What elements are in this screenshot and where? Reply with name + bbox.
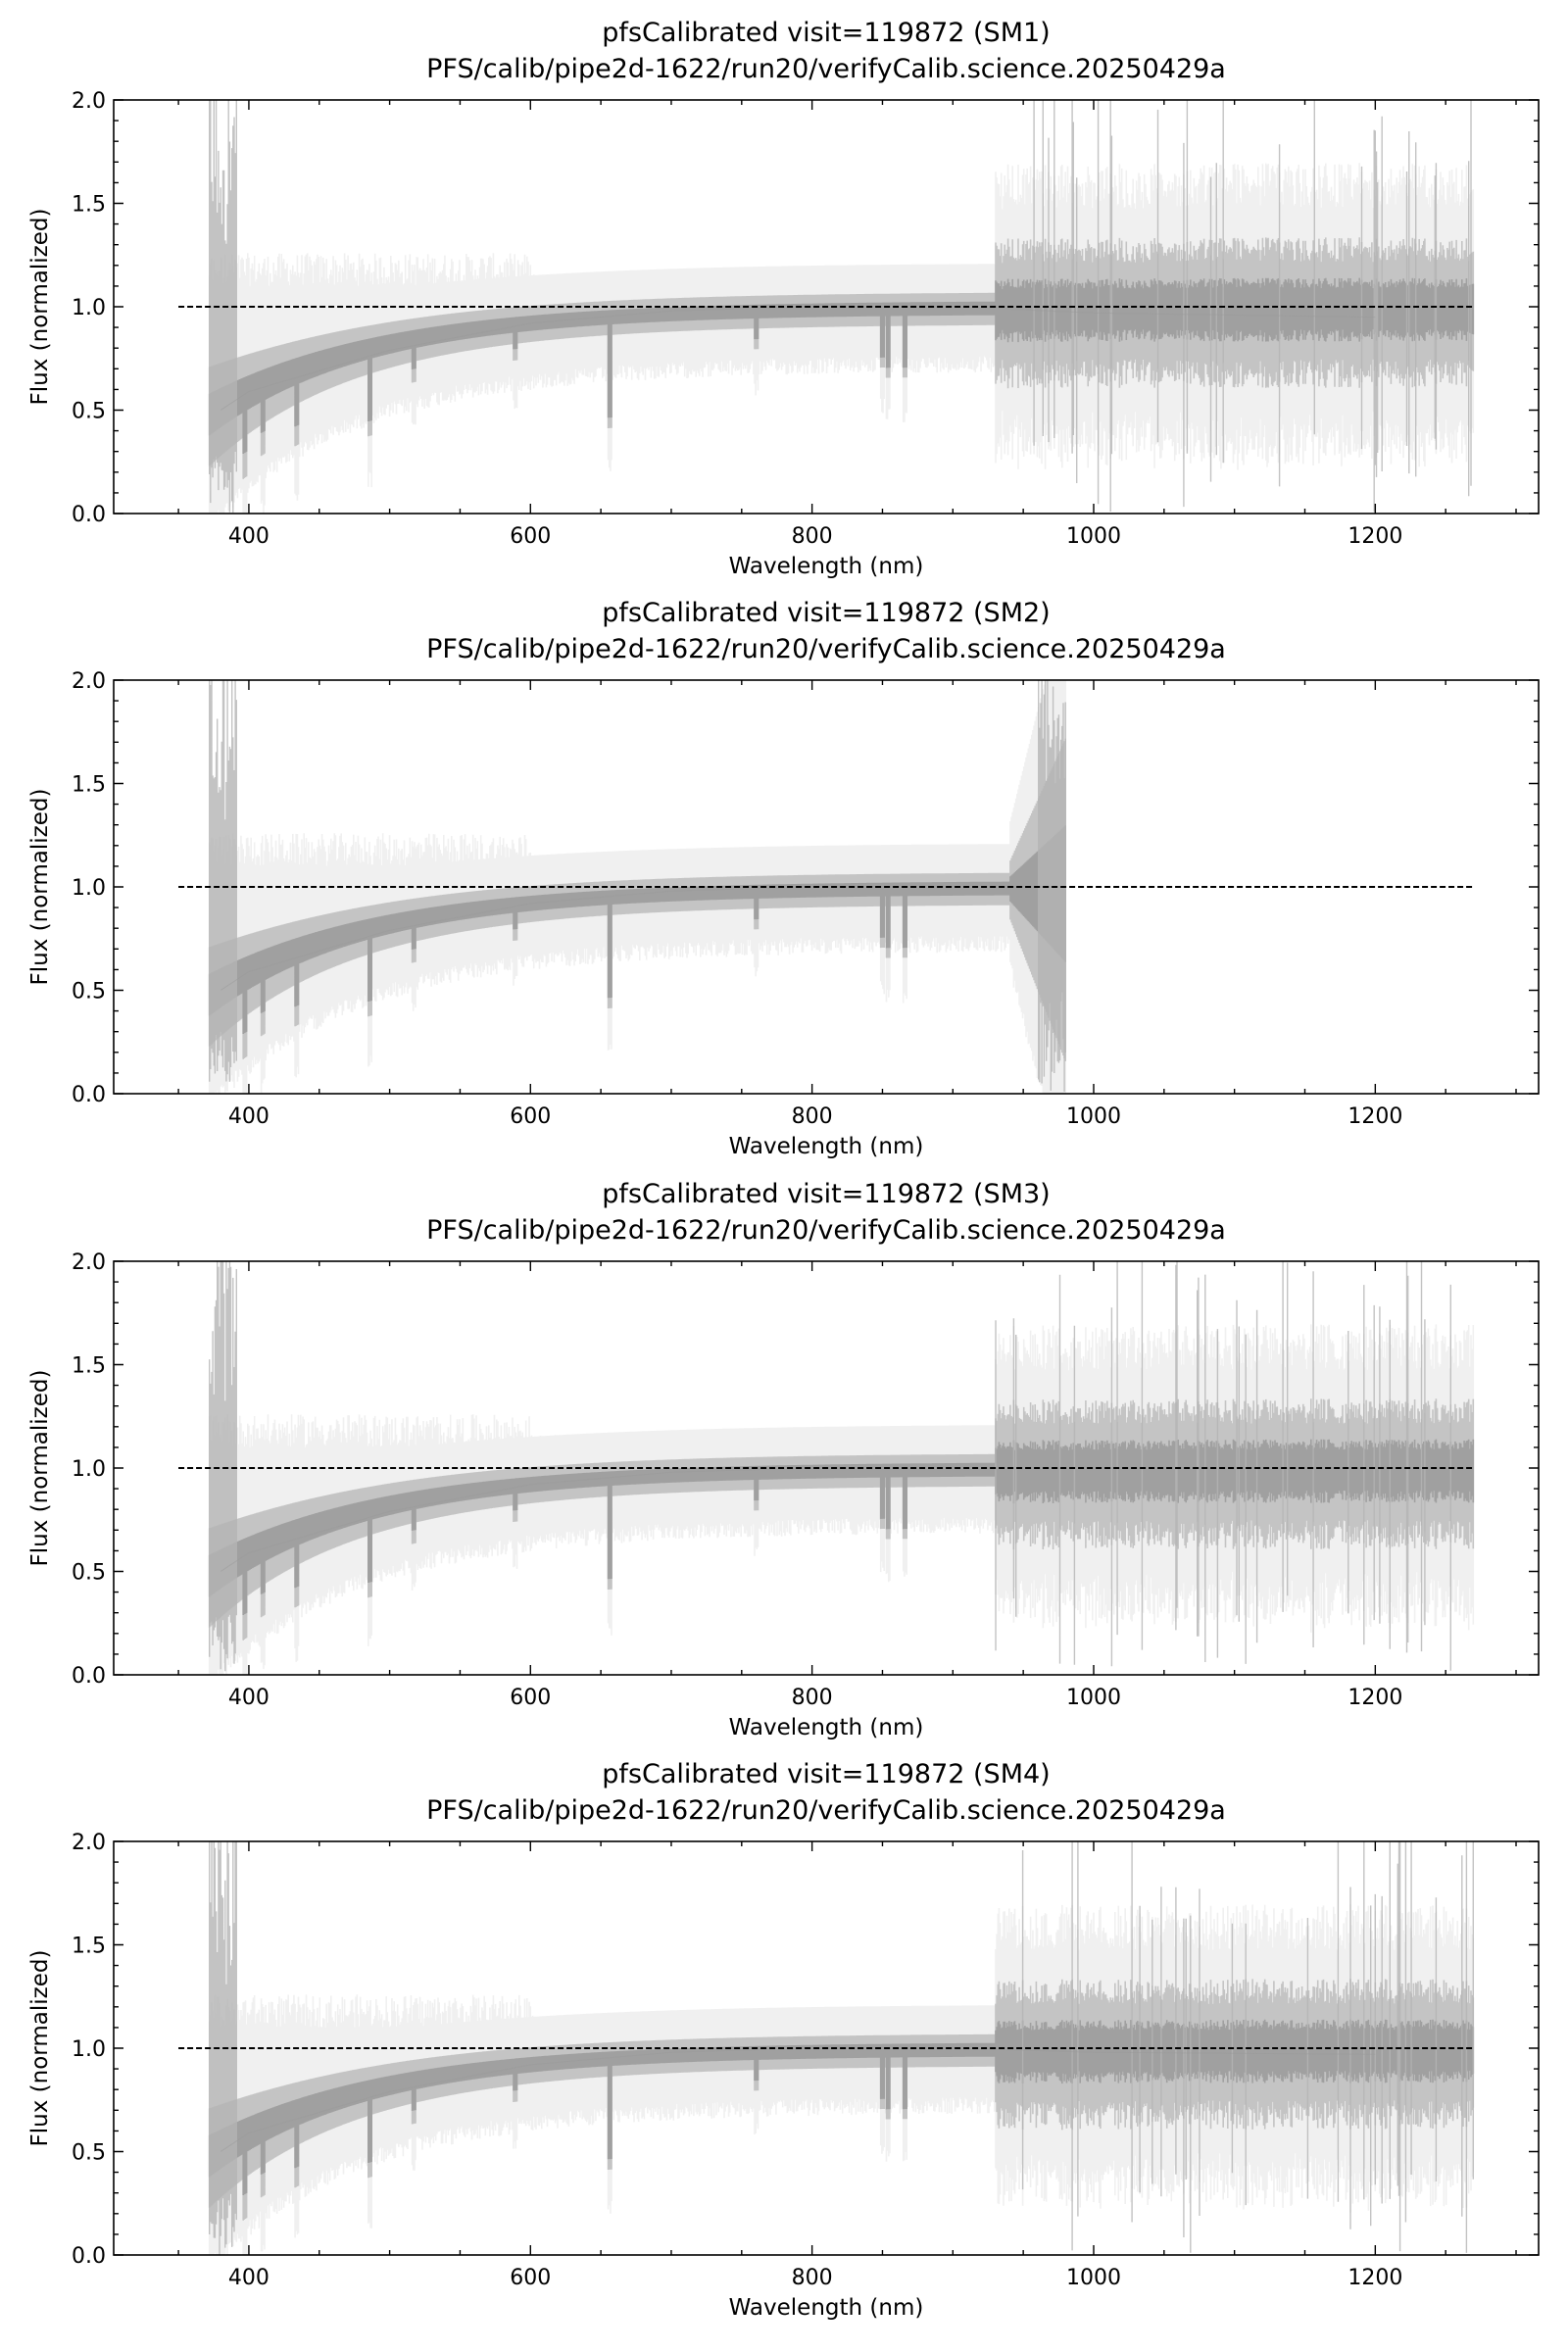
chart-title: pfsCalibrated visit=119872 (SM2) [602,598,1050,628]
x-axis-label: Wavelength (nm) [729,1715,924,1740]
axis-ticks [114,1260,1539,1676]
x-tick-label: 1200 [1348,2266,1402,2290]
panel-sm2: pfsCalibrated visit=119872 (SM2) PFS/cali… [27,598,1540,1159]
y-tick-label: 0.0 [72,503,106,527]
spectra-bundle [208,1841,1475,2255]
median-trend-line [220,306,1376,411]
y-tick-label: 2.0 [72,1250,106,1275]
x-tick-label: 800 [792,2266,833,2290]
y-tick-label: 1.0 [72,1457,106,1482]
x-tick-label: 1000 [1066,524,1121,549]
y-tick-label: 1.5 [72,1935,106,1959]
y-tick-label: 1.0 [72,2037,106,2062]
y-tick-label: 1.5 [72,1354,106,1379]
x-tick-label: 600 [510,1104,551,1129]
y-tick-label: 0.0 [72,1664,106,1689]
axis-ticks [114,99,1539,514]
x-tick-label: 400 [228,524,270,549]
y-tick-label: 0.5 [72,980,106,1004]
y-tick-label: 1.0 [72,296,106,320]
x-tick-label: 1200 [1348,1104,1402,1129]
spectra-spikes [209,680,1066,1092]
x-tick-label: 600 [510,524,551,549]
y-tick-label: 2.0 [72,1831,106,1855]
y-tick-label: 0.5 [72,1561,106,1586]
x-tick-label: 400 [228,1104,270,1129]
panel-sm1: pfsCalibrated visit=119872 (SM1) PFS/cali… [27,18,1540,579]
panel-sm3: pfsCalibrated visit=119872 (SM3) PFS/cali… [27,1179,1540,1740]
x-tick-label: 800 [792,1686,833,1710]
chart-subtitle: PFS/calib/pipe2d-1622/run20/verifyCalib.… [426,1795,1226,1826]
spectra-bundle [208,100,1475,514]
y-axis-label: Flux (normalized) [27,209,53,406]
x-tick-label: 800 [792,524,833,549]
x-tick-label: 600 [510,1686,551,1710]
chart-subtitle: PFS/calib/pipe2d-1622/run20/verifyCalib.… [426,1215,1226,1246]
x-tick-label: 1000 [1066,1104,1121,1129]
y-tick-label: 0.0 [72,2244,106,2269]
axis-ticks [114,1840,1539,2256]
y-axis-label: Flux (normalized) [27,1950,53,2147]
median-trend-line [220,2047,1376,2152]
y-tick-label: 0.5 [72,2141,106,2166]
x-tick-label: 400 [228,1686,270,1710]
x-tick-label: 1000 [1066,2266,1121,2290]
y-tick-label: 0.0 [72,1083,106,1107]
x-tick-label: 1200 [1348,1686,1402,1710]
chart-subtitle: PFS/calib/pipe2d-1622/run20/verifyCalib.… [426,54,1226,84]
y-axis-label: Flux (normalized) [27,1370,53,1567]
y-tick-label: 2.0 [72,89,106,114]
y-axis-label: Flux (normalized) [27,789,53,986]
y-tick-label: 1.5 [72,193,106,218]
y-tick-label: 1.5 [72,773,106,798]
x-axis-label: Wavelength (nm) [729,2295,924,2321]
y-tick-label: 1.0 [72,876,106,901]
x-tick-label: 800 [792,1104,833,1129]
chart-subtitle: PFS/calib/pipe2d-1622/run20/verifyCalib.… [426,634,1226,664]
spectra-bundle [208,680,1066,1094]
x-axis-label: Wavelength (nm) [729,554,924,579]
x-tick-label: 400 [228,2266,270,2290]
axis-ticks [114,679,1539,1095]
chart-title: pfsCalibrated visit=119872 (SM4) [602,1759,1050,1789]
y-tick-label: 2.0 [72,669,106,694]
x-axis-label: Wavelength (nm) [729,1134,924,1159]
panel-sm4: pfsCalibrated visit=119872 (SM4) PFS/cali… [27,1759,1540,2321]
chart-title: pfsCalibrated visit=119872 (SM1) [602,18,1050,48]
chart-title: pfsCalibrated visit=119872 (SM3) [602,1179,1050,1209]
x-tick-label: 1200 [1348,524,1402,549]
spectra-envelope-light [208,680,1066,1094]
x-tick-label: 600 [510,2266,551,2290]
x-tick-label: 1000 [1066,1686,1121,1710]
spectra-bundle [208,1261,1475,1675]
y-tick-label: 0.5 [72,400,106,424]
